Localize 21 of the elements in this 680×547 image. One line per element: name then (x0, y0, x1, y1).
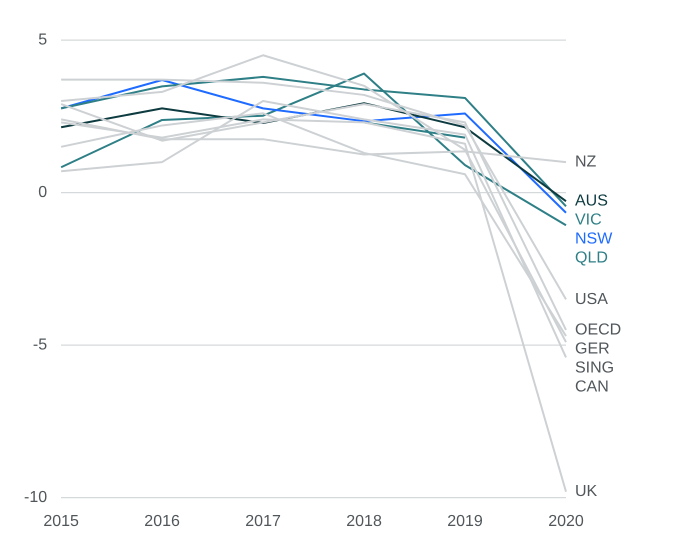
series-label: OECD (575, 321, 622, 338)
x-tick-label: 2018 (346, 512, 382, 530)
series-label: GER (575, 340, 610, 358)
series-label: UK (575, 483, 598, 500)
y-tick-label: 5 (38, 31, 48, 48)
series-label: QLD (575, 250, 608, 267)
x-tick-label: 2020 (548, 512, 584, 530)
y-tick-label: -5 (32, 336, 48, 354)
series-label: VIC (575, 212, 602, 229)
series-label: SING (575, 359, 614, 376)
x-tick-label: 2016 (144, 512, 180, 530)
series-label: AUS (575, 192, 608, 210)
x-tick-label: 2019 (447, 512, 483, 530)
x-tick-label: 2015 (43, 512, 80, 530)
series-label: USA (575, 290, 608, 308)
series-label: CAN (575, 378, 609, 396)
series-label: NZ (575, 153, 597, 170)
y-tick-label: 0 (38, 184, 48, 202)
x-tick-label: 2017 (245, 512, 281, 530)
y-tick-label: -10 (24, 489, 48, 506)
series-label: NSW (575, 230, 614, 248)
